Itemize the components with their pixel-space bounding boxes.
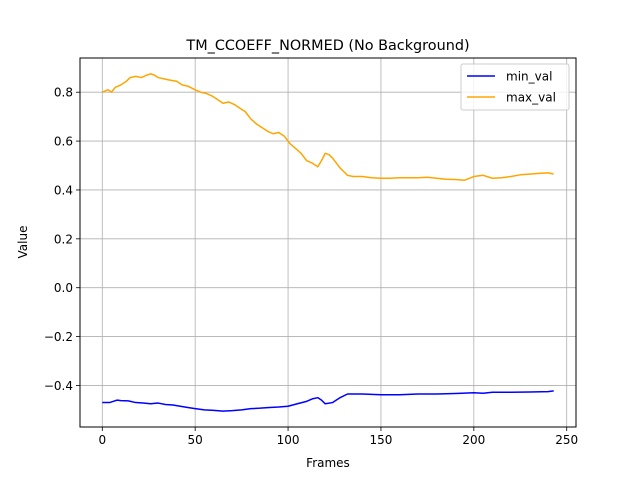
x-tick-label: 150 [369, 433, 392, 447]
y-tick-label: −0.4 [44, 379, 73, 393]
chart-title: TM_CCOEFF_NORMED (No Background) [185, 38, 469, 54]
y-tick-label: 0.0 [54, 281, 73, 295]
y-tick-label: 0.4 [54, 183, 73, 197]
y-tick-label: −0.2 [44, 330, 73, 344]
x-tick-label: 0 [98, 433, 106, 447]
y-tick-label: 0.6 [54, 135, 73, 149]
grid [80, 58, 576, 427]
y-tick-label: 0.2 [54, 232, 73, 246]
series-line-max-val [101, 73, 554, 181]
x-axis-label: Frames [306, 456, 350, 470]
x-tick-label: 50 [188, 433, 203, 447]
legend: min_val max_val [460, 63, 570, 111]
y-tick-label: 0.8 [54, 86, 73, 100]
y-axis-label: Value [16, 226, 30, 259]
x-tick-label: 250 [555, 433, 578, 447]
x-tick-label: 200 [462, 433, 485, 447]
legend-label-min-val: min_val [506, 70, 552, 84]
legend-label-max-val: max_val [506, 91, 556, 105]
plot-frame [79, 57, 577, 428]
x-tick-label: 100 [277, 433, 300, 447]
ticks: 0 50 100 150 200 250 −0.4 −0.2 0.0 0.2 0.4 0.6 0.8 [44, 86, 578, 447]
series-layer [101, 73, 554, 412]
series-line-min-val [102, 390, 554, 412]
